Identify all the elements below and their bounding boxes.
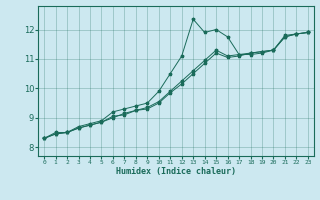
X-axis label: Humidex (Indice chaleur): Humidex (Indice chaleur)	[116, 167, 236, 176]
